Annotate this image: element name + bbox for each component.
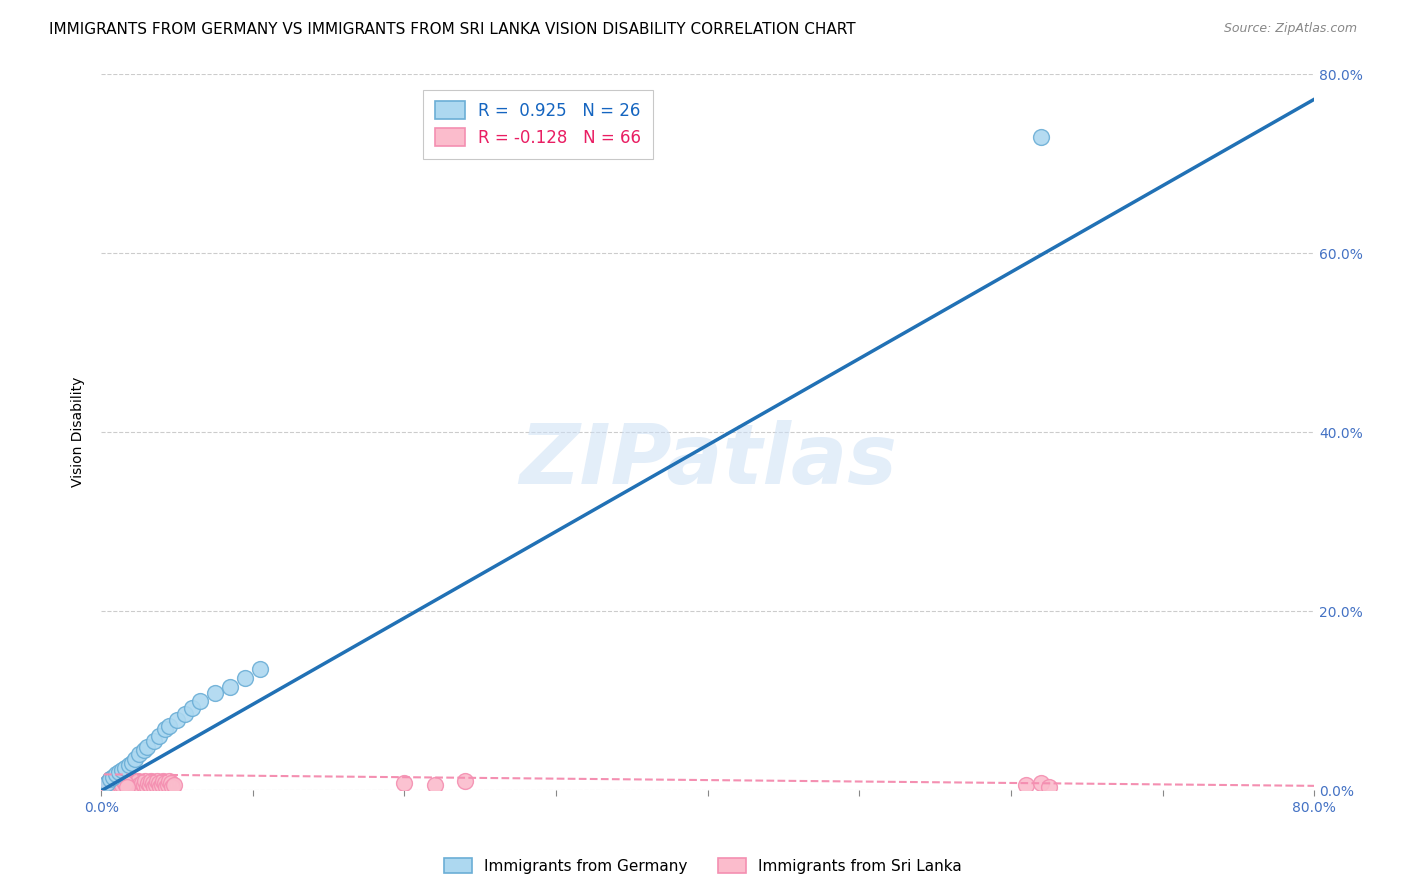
Point xyxy=(132,743,155,757)
Point xyxy=(249,662,271,676)
Point xyxy=(153,776,176,790)
Point xyxy=(117,758,139,772)
Text: IMMIGRANTS FROM GERMANY VS IMMIGRANTS FROM SRI LANKA VISION DISABILITY CORRELATI: IMMIGRANTS FROM GERMANY VS IMMIGRANTS FR… xyxy=(49,22,856,37)
Point xyxy=(188,693,211,707)
Point xyxy=(104,776,127,790)
Point xyxy=(115,780,138,794)
Point xyxy=(94,778,117,792)
Point xyxy=(152,774,174,789)
Point xyxy=(143,780,166,794)
Point xyxy=(114,778,136,792)
Point xyxy=(148,730,170,744)
Point xyxy=(98,772,121,787)
Point xyxy=(107,774,129,789)
Point xyxy=(114,776,136,790)
Point xyxy=(111,764,134,778)
Point xyxy=(97,776,120,790)
Point xyxy=(112,774,135,789)
Text: Source: ZipAtlas.com: Source: ZipAtlas.com xyxy=(1223,22,1357,36)
Point xyxy=(96,776,118,790)
Point xyxy=(110,780,132,794)
Point xyxy=(204,686,226,700)
Point xyxy=(132,778,155,792)
Point xyxy=(148,776,170,790)
Text: ZIPatlas: ZIPatlas xyxy=(519,420,897,501)
Point xyxy=(103,778,125,792)
Point xyxy=(114,761,136,775)
Point xyxy=(125,776,148,790)
Point xyxy=(156,778,179,792)
Point xyxy=(135,740,157,755)
Point xyxy=(127,774,149,789)
Point xyxy=(98,772,121,787)
Point xyxy=(128,747,150,762)
Point xyxy=(101,774,124,789)
Point xyxy=(105,774,128,789)
Point xyxy=(166,714,188,728)
Point xyxy=(233,671,256,685)
Point xyxy=(150,778,173,792)
Point xyxy=(97,774,120,789)
Point xyxy=(141,774,163,789)
Point xyxy=(112,776,135,790)
Point xyxy=(104,780,127,794)
Point xyxy=(135,780,157,794)
Point xyxy=(111,778,134,792)
Point xyxy=(219,680,242,694)
Point xyxy=(173,707,195,722)
Point xyxy=(118,772,141,787)
Point xyxy=(1015,778,1038,792)
Point xyxy=(1038,780,1060,794)
Point xyxy=(124,752,146,766)
Point xyxy=(181,700,204,714)
Point xyxy=(128,778,150,792)
Point xyxy=(101,776,124,790)
Point xyxy=(93,780,115,794)
Point xyxy=(162,780,184,794)
Point xyxy=(155,780,177,794)
Point xyxy=(134,774,156,789)
Point xyxy=(138,778,160,792)
Point xyxy=(136,776,159,790)
Point xyxy=(160,776,183,790)
Y-axis label: Vision Disability: Vision Disability xyxy=(72,377,86,487)
Point xyxy=(121,776,143,790)
Point xyxy=(163,778,186,792)
Point xyxy=(159,719,181,733)
Point xyxy=(105,778,128,792)
Point xyxy=(149,780,172,794)
Point xyxy=(108,778,131,792)
Legend: Immigrants from Germany, Immigrants from Sri Lanka: Immigrants from Germany, Immigrants from… xyxy=(439,852,967,880)
Point xyxy=(1031,776,1053,790)
Legend: R =  0.925   N = 26, R = -0.128   N = 66: R = 0.925 N = 26, R = -0.128 N = 66 xyxy=(423,89,652,159)
Point xyxy=(145,778,167,792)
Point xyxy=(107,776,129,790)
Point xyxy=(159,774,181,789)
Point xyxy=(110,772,132,787)
Point xyxy=(146,774,169,789)
Point xyxy=(423,778,446,792)
Point xyxy=(98,778,121,792)
Point xyxy=(1031,129,1053,144)
Point xyxy=(394,776,416,790)
Point xyxy=(131,776,153,790)
Point xyxy=(108,765,131,780)
Point xyxy=(153,723,176,737)
Point xyxy=(111,774,134,789)
Point xyxy=(117,774,139,789)
Point xyxy=(122,778,145,792)
Point xyxy=(115,780,138,794)
Point xyxy=(121,756,143,771)
Point xyxy=(108,776,131,790)
Point xyxy=(124,780,146,794)
Point xyxy=(143,734,166,748)
Point xyxy=(129,780,152,794)
Point xyxy=(103,780,125,794)
Point xyxy=(142,776,165,790)
Point xyxy=(105,767,128,781)
Point xyxy=(96,776,118,790)
Point xyxy=(454,774,477,789)
Point xyxy=(103,770,125,784)
